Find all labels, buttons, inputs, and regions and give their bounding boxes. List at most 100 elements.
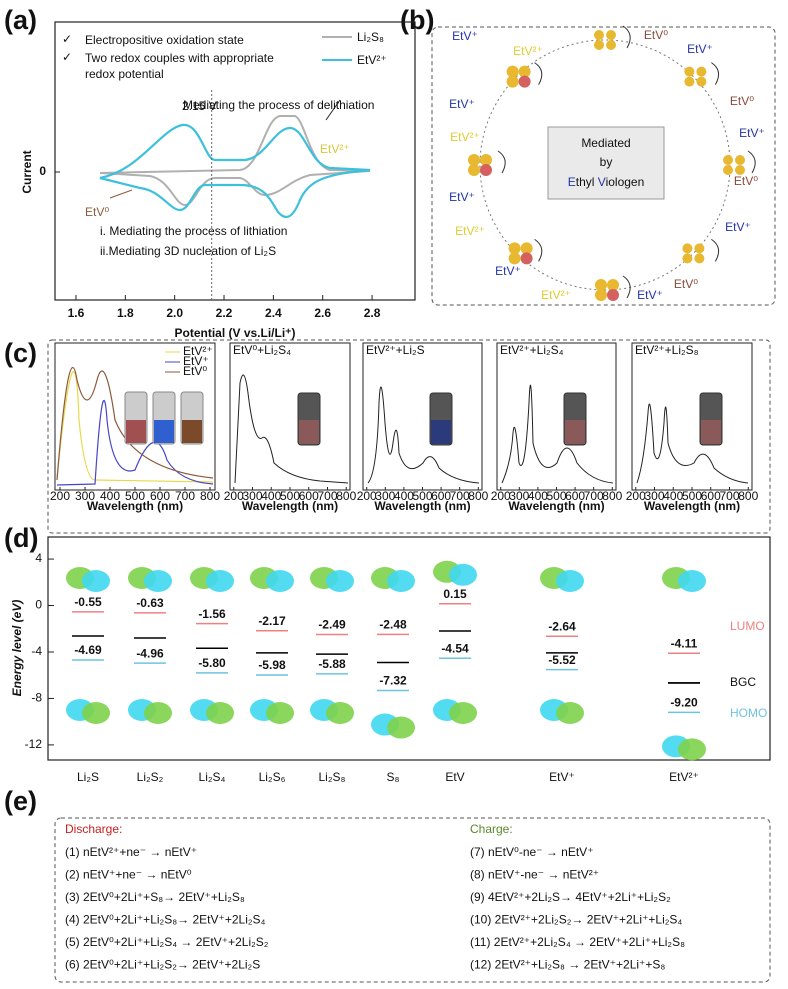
panel-label: (b) (400, 5, 434, 35)
equation: (5) 2EtV⁰+2Li⁺+Li₂S₄ → 2EtV⁺+2Li₂S₂ (65, 935, 269, 949)
orbital (266, 570, 294, 592)
legend-label: EtV²⁺ (357, 53, 387, 67)
x-tick-label: 800 (468, 489, 488, 503)
legend-label: EtV⁰ (183, 364, 207, 378)
category-label: EtV⁺ (549, 770, 575, 784)
orbital (206, 570, 234, 592)
subplot-title: EtV⁰+Li₂S₄ (233, 343, 291, 357)
ring-label: EtV⁰ (644, 28, 668, 42)
x-axis-label: Wavelength (nm) (87, 499, 183, 513)
subplot-title: EtV²⁺+Li₂S₈ (635, 343, 699, 357)
x-tick-label: 500 (412, 489, 432, 503)
x-tick-label: 700 (719, 489, 739, 503)
panel-box (431, 26, 776, 306)
x-tick-label: 500 (280, 489, 300, 503)
homo-value: -5.88 (318, 657, 346, 671)
spectrum (234, 374, 349, 484)
y-axis-label: Energy level (eV) (10, 600, 24, 697)
molecule-atom (694, 243, 705, 254)
section-title: Charge: (470, 822, 513, 836)
vial-liquid (565, 420, 585, 444)
molecule-atom (735, 165, 745, 175)
equation: (9) 4EtV²⁺+2Li₂S→ 4EtV⁺+2Li⁺+Li₂S₂ (470, 890, 671, 904)
orbital (206, 702, 234, 724)
orbital (449, 702, 477, 724)
lumo-value: -0.55 (74, 595, 102, 609)
axes-frame (229, 342, 351, 491)
molecule-atom (520, 242, 533, 255)
x-tick-label: 800 (336, 489, 356, 503)
x-tick-label: 300 (509, 489, 529, 503)
check: ✓ (62, 32, 72, 46)
spectrum (56, 366, 214, 481)
molecule-atom (607, 279, 619, 291)
ring-label: EtV²⁺ (541, 288, 571, 302)
x-tick-label: 800 (200, 489, 220, 503)
ring-label: EtV⁺ (449, 97, 475, 111)
molecule-atom (518, 65, 531, 78)
molecule-atom (468, 154, 480, 166)
panel-label: (a) (4, 5, 37, 35)
x-axis-label: Wavelength (nm) (508, 499, 604, 513)
category-label: Li₂S₄ (199, 770, 226, 784)
orbital (82, 702, 110, 724)
spectrum (501, 384, 614, 484)
legend-label: EtV²⁺ (183, 344, 213, 358)
equation: (10) 2EtV²⁺+2Li₂S₂→ 2EtV⁺+2Li⁺+Li₂S₄ (470, 913, 682, 927)
spectrum (367, 386, 480, 484)
molecule-atom (723, 155, 733, 165)
spectrum (636, 403, 749, 484)
y-axis-label: Current (20, 150, 34, 193)
center-text: by (600, 155, 613, 169)
ring-label: EtV²⁺ (513, 44, 543, 58)
annotation: EtV²⁺ (320, 142, 350, 156)
subplot-title: EtV²⁺+Li₂S (366, 343, 425, 357)
orbital (266, 702, 294, 724)
homo-value: -5.52 (548, 653, 576, 667)
x-tick-label: 2.2 (216, 306, 233, 320)
equation: (12) 2EtV²⁺+Li₂S₈ → 2EtV⁺+2Li⁺+S₈ (470, 958, 665, 972)
molecule-atom (684, 76, 695, 87)
category-label: Li₂S₆ (259, 770, 286, 784)
axes-frame (496, 342, 617, 491)
x-tick-label: 600 (299, 489, 319, 503)
equation: (7) nEtV⁰-ne⁻ → nEtV⁺ (470, 845, 594, 859)
center-box (547, 126, 665, 200)
legend-label: LUMO (730, 619, 765, 633)
panel-box (47, 339, 771, 534)
vial-liquid (126, 420, 146, 443)
x-tick-label: 800 (602, 489, 622, 503)
cycle-arrow (747, 150, 756, 174)
molecule-atom (606, 40, 616, 50)
x-tick-label: 1.6 (68, 306, 85, 320)
ring-label: EtV⁺ (495, 264, 521, 278)
center-text: Ethyl Viologen (568, 175, 645, 189)
lumo-value: -2.64 (548, 619, 576, 633)
category-label: EtV²⁺ (669, 770, 699, 784)
lumo-value: -0.63 (136, 596, 164, 610)
equation: (3) 2EtV⁰+2Li⁺+S₈→ 2EtV⁺+Li₂S₈ (65, 890, 245, 904)
lumo-value: -2.49 (318, 618, 346, 632)
equation: (8) nEtV⁺-ne⁻ → nEtV²⁺ (470, 868, 599, 882)
legend-label: Li₂S₈ (357, 30, 384, 44)
molecule-atom (595, 279, 607, 291)
axes-frame (47, 536, 771, 761)
orbital (326, 702, 354, 724)
orbital (449, 563, 477, 586)
ring-label: EtV²⁺ (450, 130, 480, 144)
axes-frame (362, 342, 483, 491)
orbital (82, 570, 110, 592)
equation: (11) 2EtV²⁺+2Li₂S₄ → 2EtV⁺+2Li⁺+Li₂S₈ (470, 935, 685, 949)
homo-value: -4.54 (441, 641, 469, 655)
axes-frame (54, 21, 416, 301)
cycle-arrow (534, 238, 543, 262)
ring-label: EtV⁺ (452, 29, 478, 43)
molecule-atom (723, 165, 733, 175)
x-tick-label: 300 (75, 489, 95, 503)
x-tick-label: 200 (626, 489, 646, 503)
x-tick-label: 500 (546, 489, 566, 503)
x-tick-label: 600 (150, 489, 170, 503)
cycle-arrow (711, 238, 720, 262)
x-tick-label: 2.8 (364, 306, 381, 320)
vial-liquid (299, 420, 319, 444)
